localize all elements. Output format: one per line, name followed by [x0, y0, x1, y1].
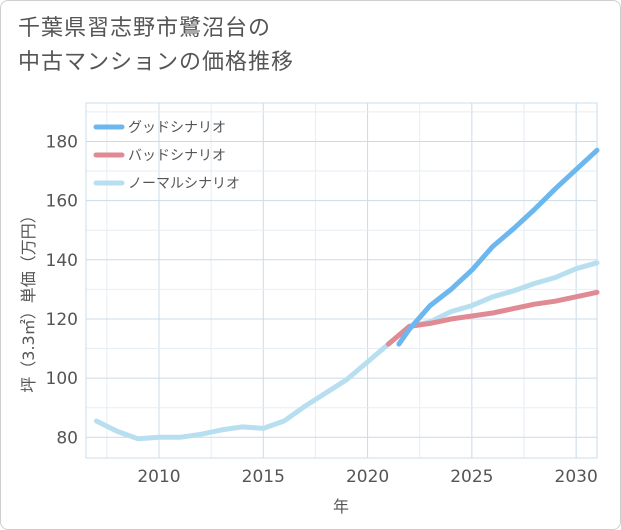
x-axis-label: 年 [333, 497, 349, 516]
grid [85, 102, 598, 459]
chart-title: 千葉県習志野市鷺沼台の 中古マンションの価格推移 [18, 12, 294, 80]
y-tick-label: 140 [46, 251, 78, 271]
x-tick-label: 2010 [137, 467, 180, 487]
series-line-3 [93, 260, 600, 442]
x-tick-label: 2030 [555, 467, 598, 487]
tick-labels: 2010 2015 2020 2025 2030 80 100 120 140 160 180 [46, 132, 598, 487]
y-axis-label: 坪（3.3㎡）単価（万円） [19, 207, 38, 392]
chart-title-line1: 千葉県習志野市鷺沼台の [18, 16, 272, 41]
y-tick-label: 80 [56, 428, 78, 448]
x-tick-label: 2025 [450, 467, 493, 487]
x-tick-label: 2020 [346, 467, 389, 487]
legend-label-3: ノーマルシナリオ [128, 176, 240, 192]
series-layer [93, 147, 600, 442]
y-tick-label: 180 [46, 132, 78, 152]
x-tick-label: 2015 [242, 467, 285, 487]
y-tick-label: 120 [46, 310, 78, 330]
legend-label-2: バッドシナリオ [128, 148, 226, 164]
plot-border [85, 102, 598, 459]
y-tick-label: 100 [46, 369, 78, 389]
y-tick-label: 160 [46, 192, 78, 212]
plot-area [86, 103, 597, 458]
series-line-1 [396, 147, 600, 347]
series-line-2 [385, 289, 600, 347]
chart-title-line2: 中古マンションの価格推移 [18, 50, 295, 75]
legend-label-1: グッドシナリオ [128, 120, 226, 136]
